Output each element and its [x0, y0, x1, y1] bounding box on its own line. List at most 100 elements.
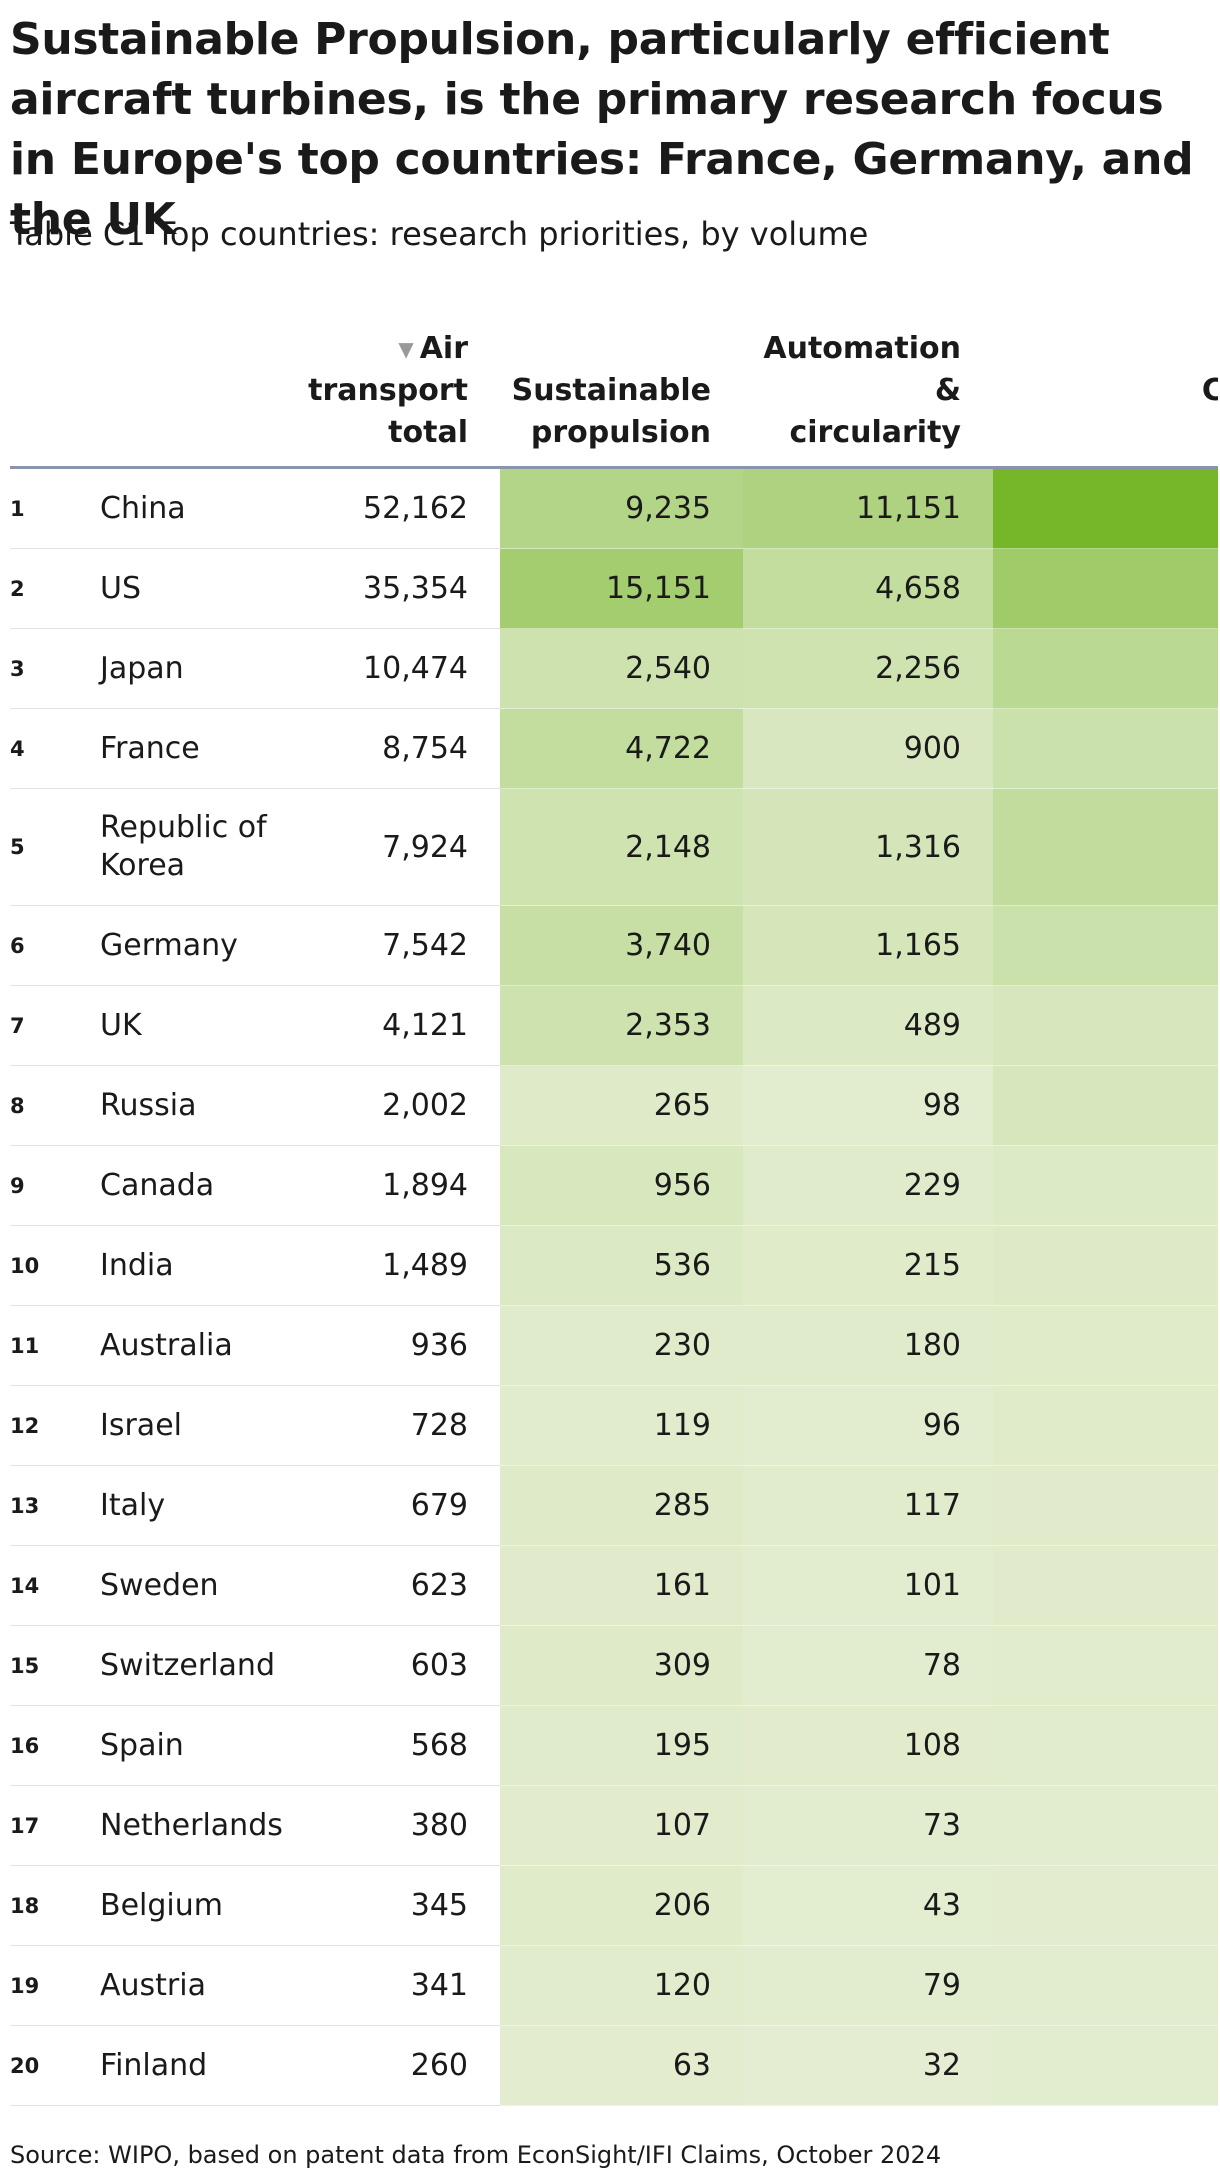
row-air-transport-total: 1,894	[300, 1145, 500, 1226]
row-air-transport-total: 728	[300, 1385, 500, 1466]
row-rank: 16	[10, 1705, 100, 1786]
row-country: France	[100, 708, 300, 789]
row-sustainable-propulsion: 63	[500, 2025, 743, 2106]
row-country: India	[100, 1225, 300, 1306]
row-automation-circularity: 98	[743, 1065, 993, 1146]
row-automation-circularity: 101	[743, 1545, 993, 1626]
row-rank: 20	[10, 2025, 100, 2106]
row-automation-circularity: 78	[743, 1625, 993, 1706]
row-rank: 6	[10, 905, 100, 986]
row-country: Italy	[100, 1465, 300, 1546]
table-subtitle: Table C1 Top countries: research priorit…	[10, 215, 869, 253]
row-rank: 11	[10, 1305, 100, 1386]
row-automation-circularity: 900	[743, 708, 993, 789]
row-sustainable-propulsion: 2,353	[500, 985, 743, 1066]
row-country: Israel	[100, 1385, 300, 1466]
row-communication-security	[993, 2025, 1218, 2106]
row-automation-circularity: 96	[743, 1385, 993, 1466]
row-country: Canada	[100, 1145, 300, 1226]
table-row: 9 Canada 1,894 956 229	[10, 1145, 1218, 1226]
row-communication-security	[993, 1945, 1218, 2026]
header-communication-security[interactable]: Communica & secu	[993, 290, 1218, 469]
row-communication-security: 17	[993, 548, 1218, 629]
table-row: 11 Australia 936 230 180	[10, 1305, 1218, 1386]
row-automation-circularity: 489	[743, 985, 993, 1066]
header-automation-circularity-label: Automation & circularity	[763, 331, 961, 450]
row-sustainable-propulsion: 15,151	[500, 548, 743, 629]
row-communication-security: 5	[993, 788, 1218, 906]
row-sustainable-propulsion: 195	[500, 1705, 743, 1786]
row-sustainable-propulsion: 265	[500, 1065, 743, 1146]
row-rank: 2	[10, 548, 100, 629]
header-sustainable-propulsion-label: Sustainable propulsion	[511, 373, 711, 450]
row-country: Netherlands	[100, 1785, 300, 1866]
header-automation-circularity[interactable]: Automation & circularity	[743, 290, 993, 469]
sort-descending-icon: ▼	[398, 337, 414, 361]
row-rank: 12	[10, 1385, 100, 1466]
row-communication-security	[993, 1545, 1218, 1626]
row-automation-circularity: 229	[743, 1145, 993, 1226]
row-sustainable-propulsion: 9,235	[500, 467, 743, 549]
row-sustainable-propulsion: 107	[500, 1785, 743, 1866]
row-sustainable-propulsion: 956	[500, 1145, 743, 1226]
row-rank: 15	[10, 1625, 100, 1706]
row-country: US	[100, 548, 300, 629]
row-country: Australia	[100, 1305, 300, 1386]
chart-title: Sustainable Propulsion, particularly eff…	[10, 14, 1194, 245]
row-air-transport-total: 1,489	[300, 1225, 500, 1306]
row-rank: 14	[10, 1545, 100, 1626]
row-air-transport-total: 341	[300, 1945, 500, 2026]
row-country: Sweden	[100, 1545, 300, 1626]
row-communication-security	[993, 1305, 1218, 1386]
row-air-transport-total: 10,474	[300, 628, 500, 709]
row-communication-security: 1	[993, 985, 1218, 1066]
row-country: China	[100, 467, 300, 549]
row-air-transport-total: 52,162	[300, 467, 500, 549]
table-row: 19 Austria 341 120 79	[10, 1945, 1218, 2026]
source-note: Source: WIPO, based on patent data from …	[10, 2141, 942, 2169]
table-row: 12 Israel 728 119 96	[10, 1385, 1218, 1466]
row-sustainable-propulsion: 120	[500, 1945, 743, 2026]
row-sustainable-propulsion: 2,148	[500, 788, 743, 906]
row-automation-circularity: 32	[743, 2025, 993, 2106]
row-rank: 19	[10, 1945, 100, 2026]
row-sustainable-propulsion: 119	[500, 1385, 743, 1466]
table-body: 1China52,1629,23511,151392US35,35415,151…	[10, 467, 1218, 2106]
header-country	[100, 290, 300, 469]
table-row: 14 Sweden 623 161 101	[10, 1545, 1218, 1626]
row-country: Republic of Korea	[100, 788, 300, 906]
row-country: Belgium	[100, 1865, 300, 1946]
row-rank: 9	[10, 1145, 100, 1226]
row-rank: 10	[10, 1225, 100, 1306]
row-rank: 7	[10, 985, 100, 1066]
row-country: Austria	[100, 1945, 300, 2026]
row-communication-security: 1	[993, 1065, 1218, 1146]
research-priorities-table: ▼ Air transport total Sustainable propuls…	[10, 290, 1218, 2106]
row-sustainable-propulsion: 536	[500, 1225, 743, 1306]
table-row: 17 Netherlands 380 107 73	[10, 1785, 1218, 1866]
row-automation-circularity: 43	[743, 1865, 993, 1946]
row-communication-security: 3	[993, 708, 1218, 789]
row-country: Finland	[100, 2025, 300, 2106]
row-air-transport-total: 4,121	[300, 985, 500, 1066]
table-row: 15 Switzerland 603 309 78	[10, 1625, 1218, 1706]
row-sustainable-propulsion: 206	[500, 1865, 743, 1946]
table-row: 18 Belgium 345 206 43	[10, 1865, 1218, 1946]
header-sustainable-propulsion[interactable]: Sustainable propulsion	[500, 290, 743, 469]
row-communication-security	[993, 1785, 1218, 1866]
table-row: 20 Finland 260 63 32	[10, 2025, 1218, 2106]
table-row: 16 Spain 568 195 108	[10, 1705, 1218, 1786]
table-row: 10 India 1,489 536 215	[10, 1225, 1218, 1306]
row-automation-circularity: 180	[743, 1305, 993, 1386]
row-communication-security	[993, 1145, 1218, 1226]
header-air-transport-total[interactable]: ▼ Air transport total	[300, 290, 500, 469]
data-table-viewport[interactable]: ▼ Air transport total Sustainable propuls…	[10, 290, 1218, 2120]
row-sustainable-propulsion: 285	[500, 1465, 743, 1546]
row-automation-circularity: 4,658	[743, 548, 993, 629]
row-sustainable-propulsion: 3,740	[500, 905, 743, 986]
